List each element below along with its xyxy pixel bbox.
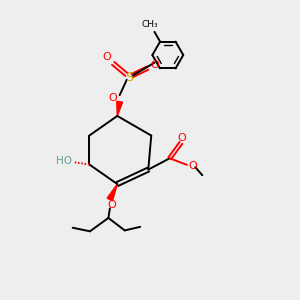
Text: HO: HO xyxy=(56,156,72,166)
Polygon shape xyxy=(107,184,117,201)
Text: O: O xyxy=(109,93,118,103)
Text: O: O xyxy=(107,200,116,211)
Text: CH₃: CH₃ xyxy=(142,20,159,29)
Text: O: O xyxy=(103,52,112,62)
Text: O: O xyxy=(188,161,197,171)
Text: S: S xyxy=(125,71,133,84)
Text: O: O xyxy=(150,59,159,70)
Polygon shape xyxy=(117,101,123,116)
Text: O: O xyxy=(177,133,186,142)
